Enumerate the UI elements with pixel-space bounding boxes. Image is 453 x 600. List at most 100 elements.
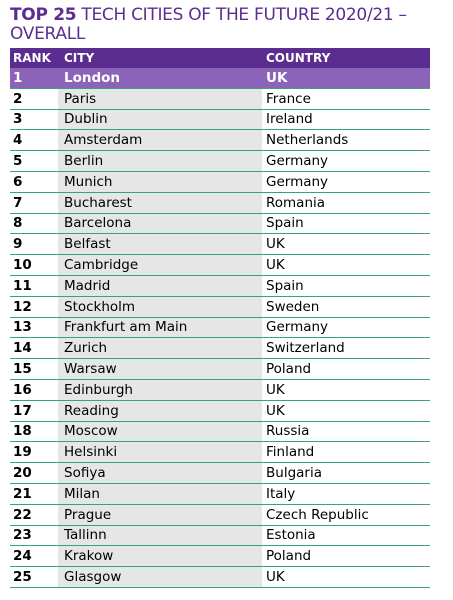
table-row: 6 Munich Germany xyxy=(10,171,430,193)
city-cell: Madrid xyxy=(58,275,262,296)
rank-cell: 14 xyxy=(13,340,32,357)
city-cell: Cambridge xyxy=(58,255,262,275)
table-row: 17 Reading UK xyxy=(10,400,430,422)
rank-cell: 15 xyxy=(13,361,32,378)
rank-cell: 24 xyxy=(13,548,32,565)
city-cell: Krakow xyxy=(58,546,262,567)
country-cell: Estonia xyxy=(266,527,316,544)
table-row: 24 Krakow Poland xyxy=(10,546,430,568)
table-row: 10 Cambridge UK xyxy=(10,255,430,276)
country-cell: UK xyxy=(266,257,285,274)
country-cell: Germany xyxy=(266,153,329,170)
rank-cell: 1 xyxy=(13,69,23,86)
table-row: 13 Frankfurt am Main Germany xyxy=(10,317,430,339)
country-cell: UK xyxy=(266,402,285,419)
city-cell: Dublin xyxy=(58,109,262,130)
rank-cell: 11 xyxy=(13,277,32,294)
title-bold: TOP 25 xyxy=(10,5,77,25)
table-row: 20 Sofiya Bulgaria xyxy=(10,463,430,484)
table-row: 3 Dublin Ireland xyxy=(10,109,430,131)
rank-cell: 9 xyxy=(13,236,23,253)
country-cell: Netherlands xyxy=(266,132,349,149)
country-cell: Spain xyxy=(266,215,304,232)
title: TOP 25 TECH CITIES OF THE FUTURE 2020/21… xyxy=(10,6,435,44)
city-cell: Stockholm xyxy=(58,296,262,317)
rank-cell: 12 xyxy=(13,298,32,315)
table-row: 25 Glasgow UK xyxy=(10,567,430,588)
table-row: 12 Stockholm Sweden xyxy=(10,296,430,318)
rank-cell: 19 xyxy=(13,444,32,461)
rank-cell: 20 xyxy=(13,465,32,482)
rank-cell: 21 xyxy=(13,485,32,502)
country-cell: UK xyxy=(266,569,285,586)
table-row: 16 Edinburgh UK xyxy=(10,379,430,401)
table-row: 14 Zurich Switzerland xyxy=(10,338,430,360)
rank-cell: 8 xyxy=(13,215,23,232)
city-cell: Paris xyxy=(58,88,262,109)
city-cell: Helsinki xyxy=(58,442,262,463)
city-cell: Amsterdam xyxy=(58,130,262,151)
city-cell: Edinburgh xyxy=(58,379,262,400)
table-row: 5 Berlin Germany xyxy=(10,151,430,172)
city-cell: Glasgow xyxy=(58,567,262,587)
country-cell: Russia xyxy=(266,423,310,440)
country-cell: Finland xyxy=(266,444,315,461)
rank-cell: 13 xyxy=(13,319,32,336)
rank-cell: 25 xyxy=(13,569,32,586)
header-rank: RANK xyxy=(13,51,51,65)
rank-cell: 2 xyxy=(13,90,23,107)
header-city: CITY xyxy=(64,51,95,65)
rank-cell: 22 xyxy=(13,506,32,523)
country-cell: Sweden xyxy=(266,298,320,315)
city-cell: Reading xyxy=(58,400,262,421)
country-cell: Italy xyxy=(266,485,296,502)
table-row: 7 Bucharest Romania xyxy=(10,192,430,214)
city-cell: Zurich xyxy=(58,338,262,359)
rank-cell: 3 xyxy=(13,111,23,128)
table-row: 8 Barcelona Spain xyxy=(10,213,430,235)
city-cell: Belfast xyxy=(58,234,262,255)
city-cell: Berlin xyxy=(58,151,262,171)
table-row: 11 Madrid Spain xyxy=(10,275,430,297)
city-cell: Tallinn xyxy=(58,525,262,546)
country-cell: Switzerland xyxy=(266,340,345,357)
table-row: 2 Paris France xyxy=(10,88,430,110)
city-cell: Prague xyxy=(58,504,262,525)
rank-cell: 4 xyxy=(13,132,23,149)
title-rest: TECH CITIES OF THE FUTURE 2020/21 – OVER… xyxy=(10,5,407,44)
table-row: 23 Tallinn Estonia xyxy=(10,525,430,547)
city-cell: Milan xyxy=(58,483,262,504)
country-cell: Poland xyxy=(266,361,312,378)
city-cell: London xyxy=(64,69,121,86)
rank-cell: 5 xyxy=(13,153,23,170)
rank-cell: 18 xyxy=(13,423,32,440)
rank-cell: 7 xyxy=(13,194,23,211)
country-cell: UK xyxy=(266,69,288,86)
country-cell: UK xyxy=(266,381,285,398)
table: RANK CITY COUNTRY 1 London UK 2 Paris France 3 Dub… xyxy=(10,48,430,588)
country-cell: France xyxy=(266,90,311,107)
table-row: 15 Warsaw Poland xyxy=(10,359,430,380)
country-cell: Germany xyxy=(266,319,329,336)
header-country: COUNTRY xyxy=(266,51,331,65)
country-cell: Germany xyxy=(266,173,329,190)
country-cell: Spain xyxy=(266,277,304,294)
rank-cell: 17 xyxy=(13,402,32,419)
city-cell: Barcelona xyxy=(58,213,262,234)
rank-cell: 10 xyxy=(13,257,32,274)
city-cell: Frankfurt am Main xyxy=(58,317,262,338)
table-row: 21 Milan Italy xyxy=(10,483,430,505)
table-row: 22 Prague Czech Republic xyxy=(10,504,430,526)
city-cell: Munich xyxy=(58,171,262,192)
country-cell: Poland xyxy=(266,548,312,565)
city-cell: Warsaw xyxy=(58,359,262,379)
table-row: 1 London UK xyxy=(10,68,430,89)
country-cell: Romania xyxy=(266,194,326,211)
country-cell: Ireland xyxy=(266,111,313,128)
city-cell: Bucharest xyxy=(58,192,262,213)
rank-cell: 16 xyxy=(13,381,32,398)
city-cell: Sofiya xyxy=(58,463,262,483)
city-cell: Moscow xyxy=(58,421,262,442)
table-row: 19 Helsinki Finland xyxy=(10,442,430,464)
